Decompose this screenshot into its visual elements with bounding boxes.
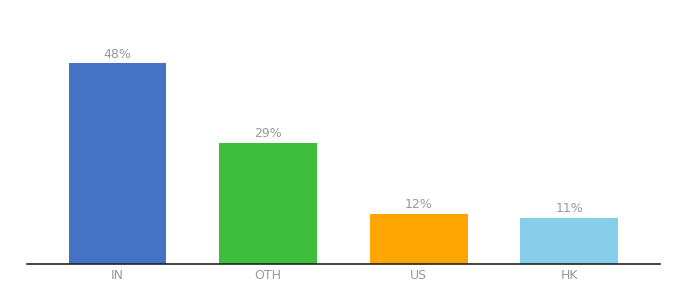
Text: 11%: 11% <box>556 202 583 215</box>
Text: 48%: 48% <box>103 47 131 61</box>
Bar <box>69 63 167 264</box>
Bar <box>520 218 618 264</box>
Bar <box>370 214 468 264</box>
Text: 12%: 12% <box>405 198 432 211</box>
Text: 29%: 29% <box>254 127 282 140</box>
Bar <box>219 143 317 264</box>
